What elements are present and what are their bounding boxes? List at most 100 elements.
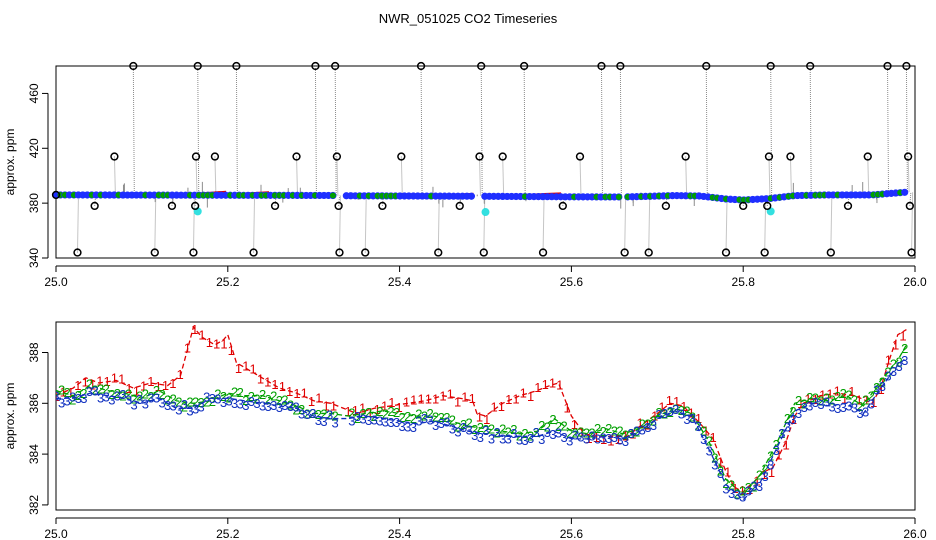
bottom-series-2-marker: 2 — [862, 392, 869, 407]
bottom-series-3-marker: 3 — [382, 414, 389, 429]
top-flagged-point — [189, 248, 198, 257]
bottom-series-2-marker: 2 — [482, 422, 489, 437]
bottom-x-tick-label: 25.0 — [44, 527, 68, 540]
bottom-plot-frame — [55, 321, 916, 511]
bottom-series-2-marker: 2 — [801, 396, 808, 411]
bottom-series-3-marker: 3 — [58, 395, 65, 410]
top-flagged-point — [397, 152, 406, 161]
bottom-series-3-marker: 3 — [667, 404, 674, 419]
bottom-series-3-marker: 3 — [678, 407, 685, 422]
bottom-series-2-marker: 2 — [583, 425, 590, 440]
bottom-series-1-marker: 1 — [388, 395, 395, 410]
bottom-series-3-marker: 3 — [304, 407, 311, 422]
top-excursion-line — [400, 156, 403, 196]
bottom-series-2-marker: 2 — [460, 417, 467, 432]
bottom-series-1-marker: 1 — [790, 412, 797, 427]
bottom-series-3-marker: 3 — [840, 400, 847, 415]
bottom-series-1-marker: 1 — [133, 383, 140, 398]
bottom-series-3-marker: 3 — [533, 425, 540, 440]
bottom-series-2-marker: 2 — [58, 382, 65, 397]
bottom-series-2-marker: 2 — [203, 395, 210, 410]
bottom-series-3-marker: 3 — [119, 387, 126, 402]
bottom-x-tick-label: 25.4 — [388, 527, 412, 540]
top-flagged-point — [129, 61, 138, 71]
bottom-series-3-marker: 3 — [281, 398, 288, 413]
bottom-series-1-marker: 1 — [856, 393, 863, 408]
bottom-series-2-marker: 2 — [767, 449, 774, 464]
bottom-series-1-marker: 1 — [147, 374, 154, 389]
bottom-series-3-marker: 3 — [52, 389, 59, 404]
top-flagged-point — [167, 201, 177, 211]
bottom-series-3-marker: 3 — [734, 488, 741, 503]
bottom-series-3-marker: 3 — [315, 413, 322, 428]
bottom-series-2-marker: 2 — [108, 387, 115, 402]
bottom-series-2-marker: 2 — [784, 411, 791, 426]
bottom-series-3-marker: 3 — [103, 390, 110, 405]
bottom-series-3-marker: 3 — [527, 431, 534, 446]
chart-title: NWR_051025 CO2 Timeseries — [379, 11, 558, 26]
bottom-series-2-marker: 2 — [315, 407, 322, 422]
bottom-series-2-marker: 2 — [309, 406, 316, 421]
bottom-series-2-marker: 2 — [655, 405, 662, 420]
bottom-series-3-marker: 3 — [259, 398, 266, 413]
bottom-series-3-marker: 3 — [186, 404, 193, 419]
bottom-y-tick-label: 384 — [27, 444, 41, 464]
bottom-series-2-marker: 2 — [572, 425, 579, 440]
bottom-series-2-marker: 2 — [359, 406, 366, 421]
bottom-series-1-marker: 1 — [483, 412, 490, 427]
bottom-series-1-marker: 1 — [826, 387, 833, 402]
bottom-series-2-marker: 2 — [225, 390, 232, 405]
bottom-series-1-marker: 1 — [191, 322, 198, 337]
top-baseline-point — [467, 192, 476, 200]
top-flagged-point — [766, 61, 775, 71]
top-flagged-point — [498, 152, 507, 161]
bottom-series-2-marker: 2 — [198, 395, 205, 410]
bottom-series-3-marker: 3 — [739, 489, 746, 504]
bottom-series-1-marker: 1 — [381, 399, 388, 414]
bottom-series-3-marker: 3 — [560, 430, 567, 445]
bottom-series-3-marker: 3 — [421, 411, 428, 426]
bottom-series-3-marker: 3 — [773, 443, 780, 458]
bottom-series-2-marker: 2 — [600, 424, 607, 439]
top-flagged-point — [538, 248, 548, 257]
bottom-series-3-marker: 3 — [69, 389, 76, 404]
bottom-series-3-marker: 3 — [516, 433, 523, 448]
bottom-series-2-marker: 2 — [438, 410, 445, 425]
bottom-series-1-marker: 1 — [702, 424, 709, 439]
bottom-series-1-marker: 1 — [885, 352, 892, 367]
bottom-series-1-marker: 1 — [198, 327, 205, 342]
bottom-series-3-marker: 3 — [237, 397, 244, 412]
top-excursion-line — [338, 195, 341, 253]
bottom-series-3-marker: 3 — [750, 478, 757, 493]
bottom-series-3-marker: 3 — [404, 420, 411, 435]
bottom-series-1-marker: 1 — [892, 337, 899, 352]
bottom-series-3-marker: 3 — [672, 402, 679, 417]
bottom-series-2-marker: 2 — [700, 423, 707, 438]
bottom-series-2-marker: 2 — [868, 388, 875, 403]
bottom-series-2-marker: 2 — [622, 427, 629, 442]
bottom-series-2-marker: 2 — [80, 386, 87, 401]
bottom-series-2-marker: 2 — [901, 341, 908, 356]
bottom-series-3-marker: 3 — [745, 484, 752, 499]
bottom-series-2-marker: 2 — [611, 423, 618, 438]
bottom-series-2-marker: 2 — [69, 392, 76, 407]
bottom-series-3-marker: 3 — [393, 415, 400, 430]
top-excursion-line — [542, 196, 545, 253]
bottom-series-2-marker: 2 — [103, 382, 110, 397]
bottom-series-1-marker: 1 — [461, 389, 468, 404]
bottom-series-1-marker: 1 — [206, 335, 213, 350]
bottom-series-1-marker: 1 — [425, 391, 432, 406]
bottom-series-1-marker: 1 — [374, 402, 381, 417]
top-excursion-line — [770, 65, 773, 199]
top-excursion-line — [478, 156, 481, 197]
bottom-series-1-marker: 1 — [67, 385, 74, 400]
bottom-series-2-marker: 2 — [823, 390, 830, 405]
bottom-series-2-marker: 2 — [471, 422, 478, 437]
bottom-series-2-marker: 2 — [493, 426, 500, 441]
bottom-series-3-marker: 3 — [890, 364, 897, 379]
bottom-series-2-marker: 2 — [415, 407, 422, 422]
bottom-series-3-marker: 3 — [555, 426, 562, 441]
bottom-series-2-marker: 2 — [555, 419, 562, 434]
bottom-series-1-marker: 1 — [447, 386, 454, 401]
